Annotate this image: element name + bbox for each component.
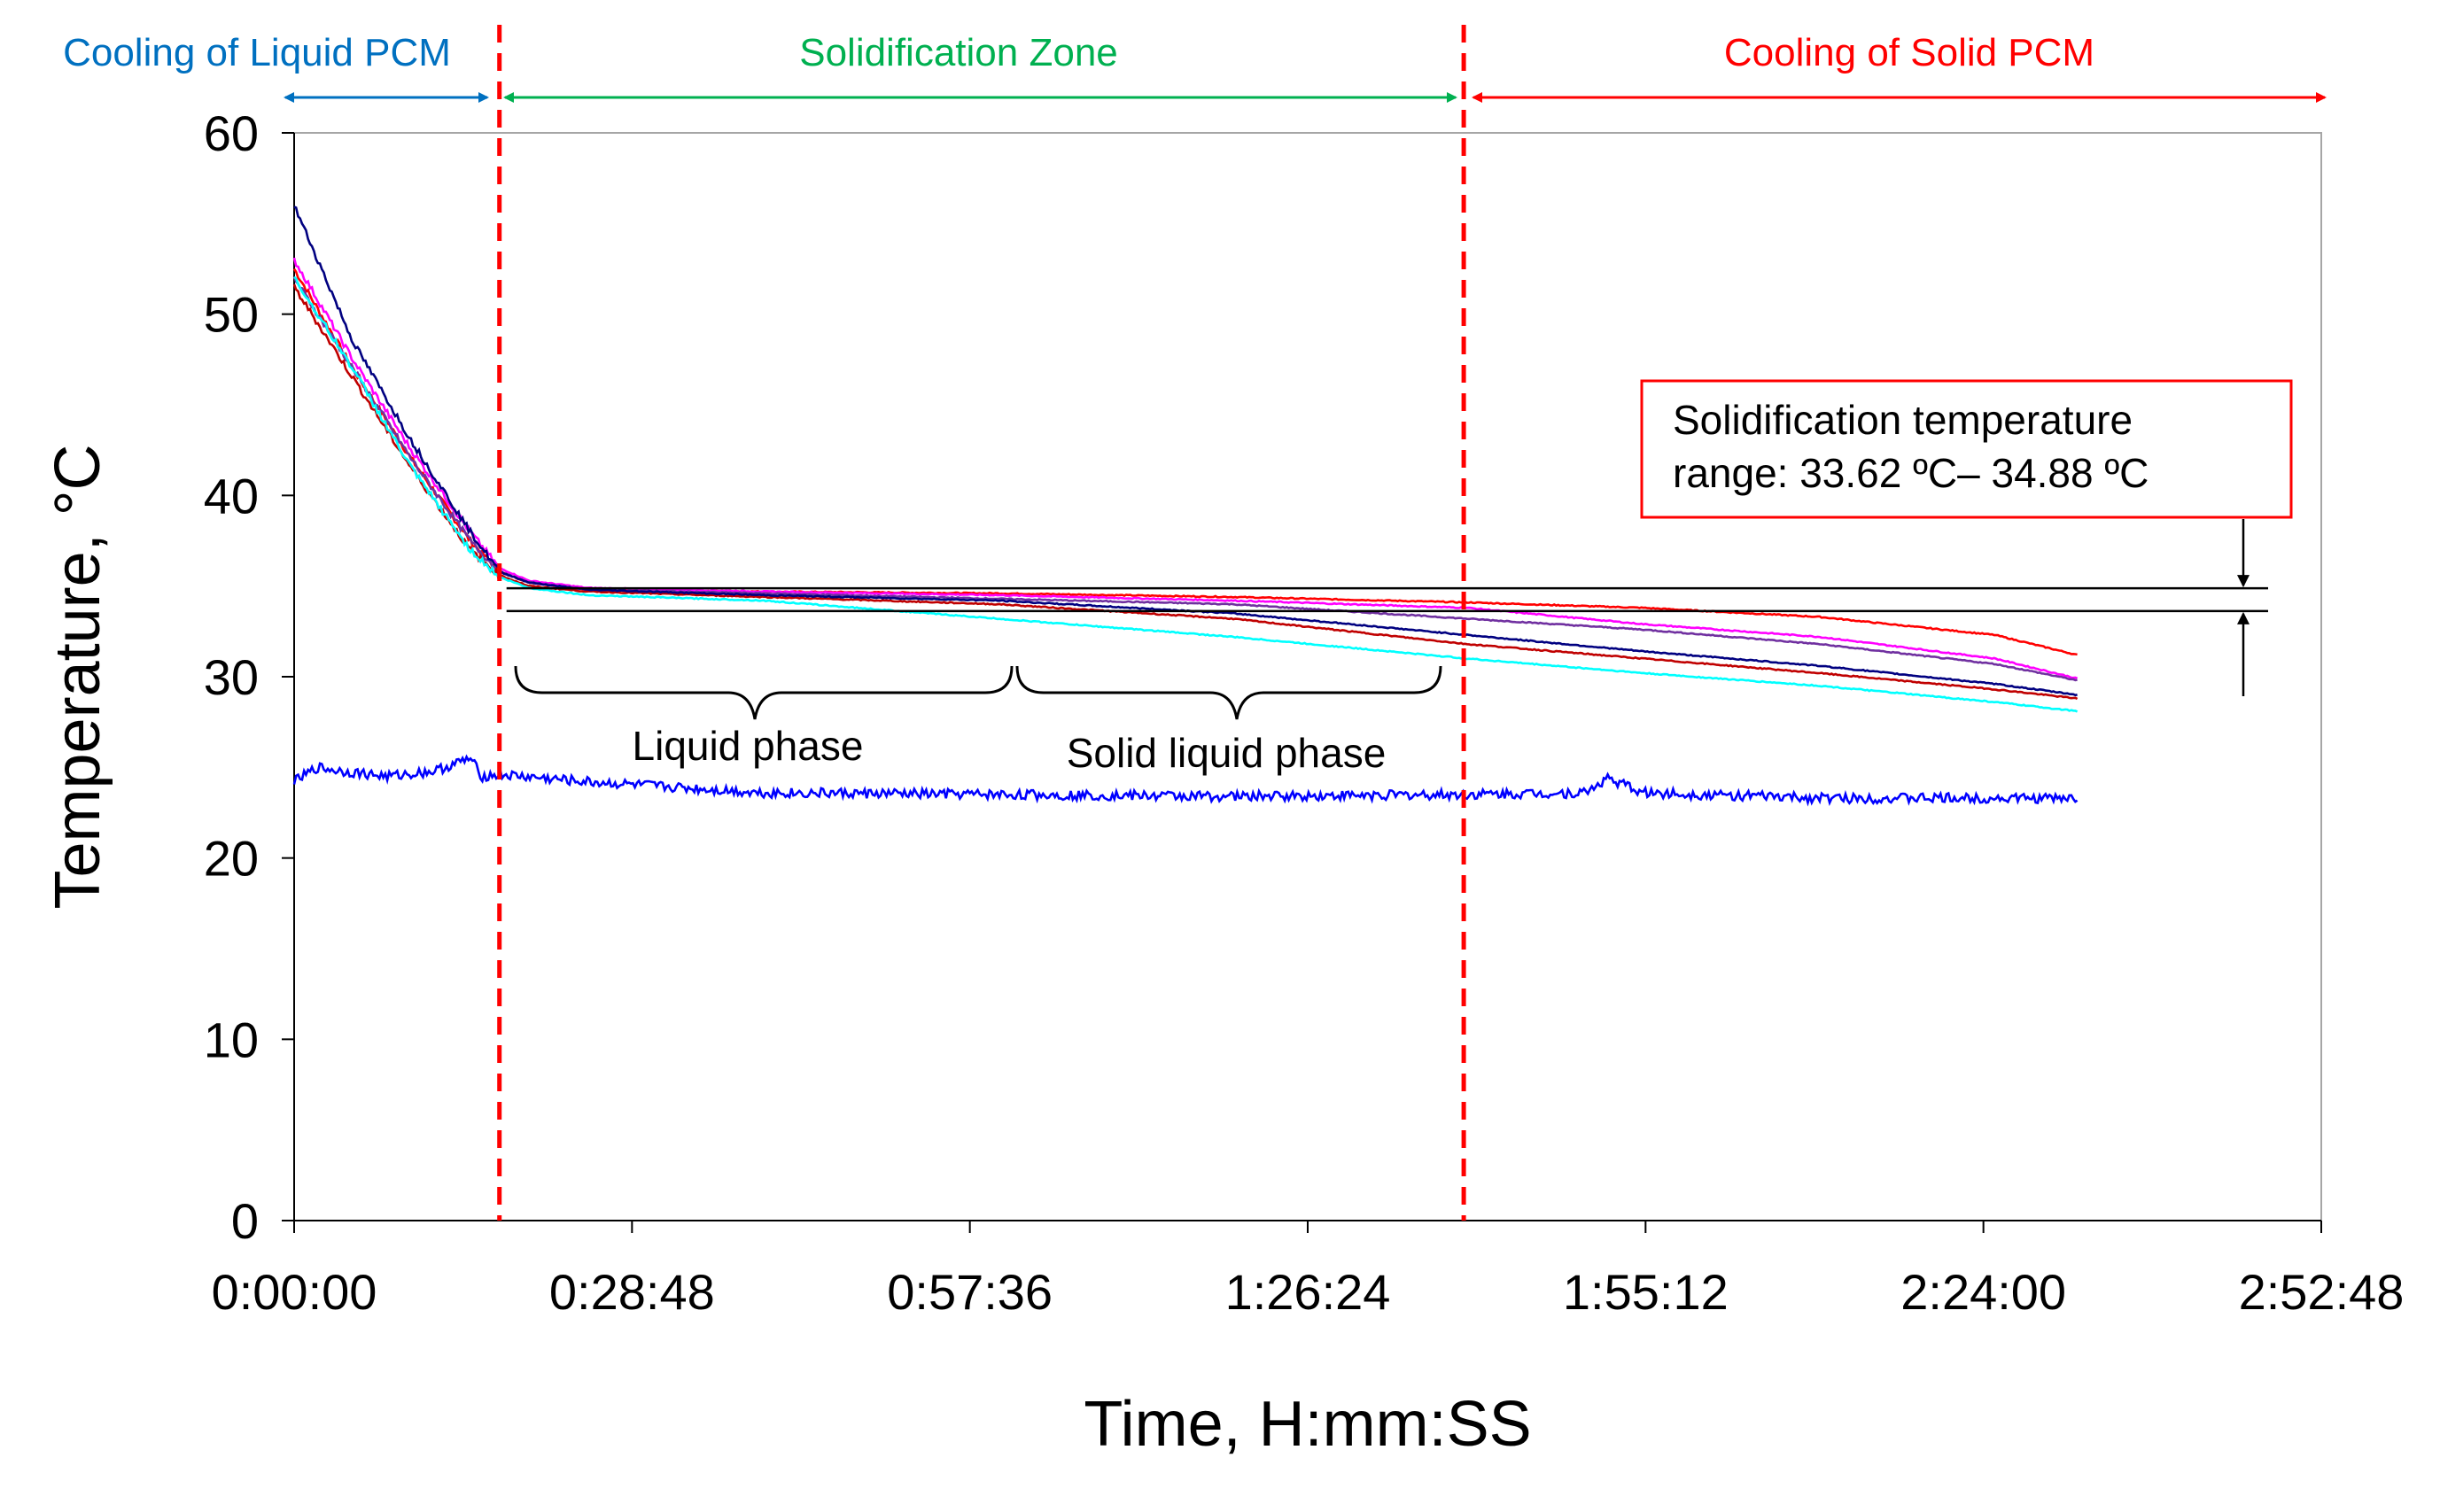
y-axis-title: Temperature, °C <box>43 445 113 910</box>
y-tick-label: 50 <box>204 287 259 343</box>
y-tick-label: 20 <box>204 831 259 887</box>
y-tick-label: 30 <box>204 649 259 705</box>
series-line <box>292 754 2079 807</box>
plot-frame <box>293 132 2322 1221</box>
zone-label-solidification: Solidification Zone <box>799 31 1118 74</box>
y-tick-label: 60 <box>204 105 259 161</box>
annotation-line2: range: 33.62 ºC– 34.88 ºC <box>1673 450 2149 496</box>
x-axis-title: Time, H:mm:SS <box>1084 1389 1531 1460</box>
series-group <box>292 205 2079 807</box>
annotation-line1: Solidification temperature <box>1673 397 2133 443</box>
x-ticks: 0:00:00 0:28:48 0:57:36 1:26:24 1:55:12 2:24:… <box>212 1221 2405 1320</box>
range-marks <box>506 519 2268 696</box>
zone-label-cooling-solid: Cooling of Solid PCM <box>1724 31 2094 74</box>
y-tick-label: 0 <box>231 1193 259 1249</box>
annotation-box <box>1640 379 2293 519</box>
zone-boundaries <box>497 25 1466 1221</box>
series-line <box>293 275 2079 713</box>
x-tick-label: 0:57:36 <box>887 1264 1053 1320</box>
x-tick-label: 1:26:24 <box>1225 1264 1391 1320</box>
x-tick-label: 2:24:00 <box>1900 1264 2066 1320</box>
phase-label-solid-liquid: Solid liquid phase <box>1067 730 1387 776</box>
y-ticks: 0 10 20 30 40 50 60 <box>204 105 294 1249</box>
brace-solid-liquid-phase <box>1015 665 1442 720</box>
y-tick-label: 40 <box>204 468 259 523</box>
brace-liquid-phase <box>514 665 1014 720</box>
zone-label-cooling-liquid: Cooling of Liquid PCM <box>63 31 451 74</box>
x-tick-label: 2:52:48 <box>2239 1264 2405 1320</box>
x-tick-label: 0:00:00 <box>212 1264 377 1320</box>
phase-label-liquid: Liquid phase <box>633 723 864 769</box>
y-tick-label: 10 <box>204 1012 259 1067</box>
x-tick-label: 0:28:48 <box>549 1264 715 1320</box>
x-tick-label: 1:55:12 <box>1563 1264 1729 1320</box>
series-line <box>292 283 2079 701</box>
